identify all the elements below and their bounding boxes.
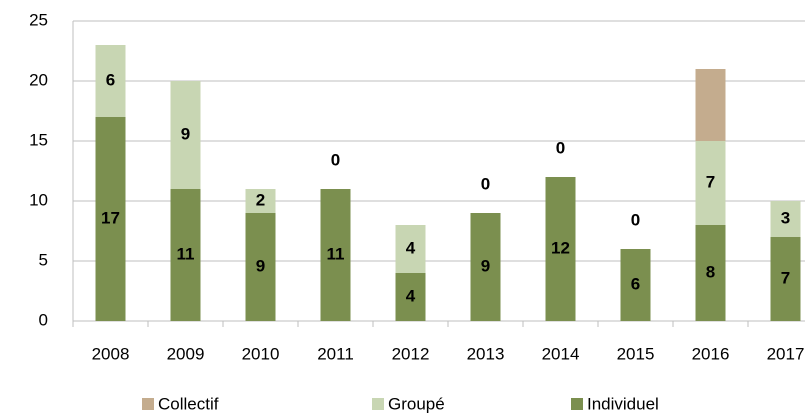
x-tick-label: 2017 xyxy=(767,344,805,363)
x-tick-label: 2014 xyxy=(542,344,580,363)
legend-label: Groupé xyxy=(388,394,445,413)
bar-segment xyxy=(245,213,276,321)
data-label: 7 xyxy=(781,268,790,287)
bar-segment xyxy=(620,249,651,321)
x-tick-label: 2009 xyxy=(167,344,205,363)
bar-segment xyxy=(770,201,801,237)
x-tick-label: 2011 xyxy=(317,344,354,363)
y-tick-label: 0 xyxy=(39,310,48,329)
data-label: 9 xyxy=(256,256,265,275)
bar-segment xyxy=(695,141,726,225)
bar-segment xyxy=(245,189,276,213)
data-label: 0 xyxy=(556,138,565,157)
data-label: 7 xyxy=(706,172,715,191)
legend-swatch xyxy=(372,398,384,410)
bar-segment xyxy=(770,237,801,321)
bar-segment xyxy=(95,45,126,117)
bar-segment xyxy=(695,225,726,321)
data-label: 17 xyxy=(101,208,120,227)
data-label: 11 xyxy=(177,244,195,263)
y-tick-label: 15 xyxy=(29,130,48,149)
bar-segment xyxy=(395,225,426,273)
bar-segment xyxy=(320,189,351,321)
bar-segment xyxy=(95,117,126,321)
data-label: 4 xyxy=(406,238,416,257)
x-tick-label: 2013 xyxy=(467,344,505,363)
bar-segment xyxy=(395,273,426,321)
data-label: 11 xyxy=(327,244,345,263)
legend-swatch xyxy=(142,398,154,410)
bar-segment xyxy=(470,213,501,321)
data-label: 6 xyxy=(106,70,115,89)
data-label: 3 xyxy=(781,208,790,227)
bar-segment xyxy=(170,189,201,321)
data-label: 12 xyxy=(551,238,570,257)
bar-segment xyxy=(170,81,201,189)
bar-segment xyxy=(695,69,726,141)
data-label: 9 xyxy=(481,256,490,275)
legend-swatch xyxy=(571,398,583,410)
x-tick-label: 2010 xyxy=(242,344,280,363)
data-label: 0 xyxy=(631,210,640,229)
data-label: 0 xyxy=(331,150,340,169)
y-tick-label: 25 xyxy=(29,10,48,29)
data-label: 8 xyxy=(706,262,715,281)
data-label: 0 xyxy=(481,174,490,193)
data-label: 6 xyxy=(631,274,640,293)
data-label: 4 xyxy=(406,286,416,305)
x-tick-label: 2016 xyxy=(692,344,730,363)
y-tick-label: 10 xyxy=(29,190,48,209)
data-label: 2 xyxy=(256,190,265,209)
legend-label: Individuel xyxy=(587,394,659,413)
x-tick-label: 2012 xyxy=(392,344,430,363)
x-tick-label: 2015 xyxy=(617,344,655,363)
x-tick-label: 2008 xyxy=(92,344,130,363)
bar-segment xyxy=(545,177,576,321)
legend-label: Collectif xyxy=(158,394,219,413)
data-label: 9 xyxy=(181,124,190,143)
y-tick-label: 20 xyxy=(29,70,48,89)
y-tick-label: 5 xyxy=(39,250,48,269)
